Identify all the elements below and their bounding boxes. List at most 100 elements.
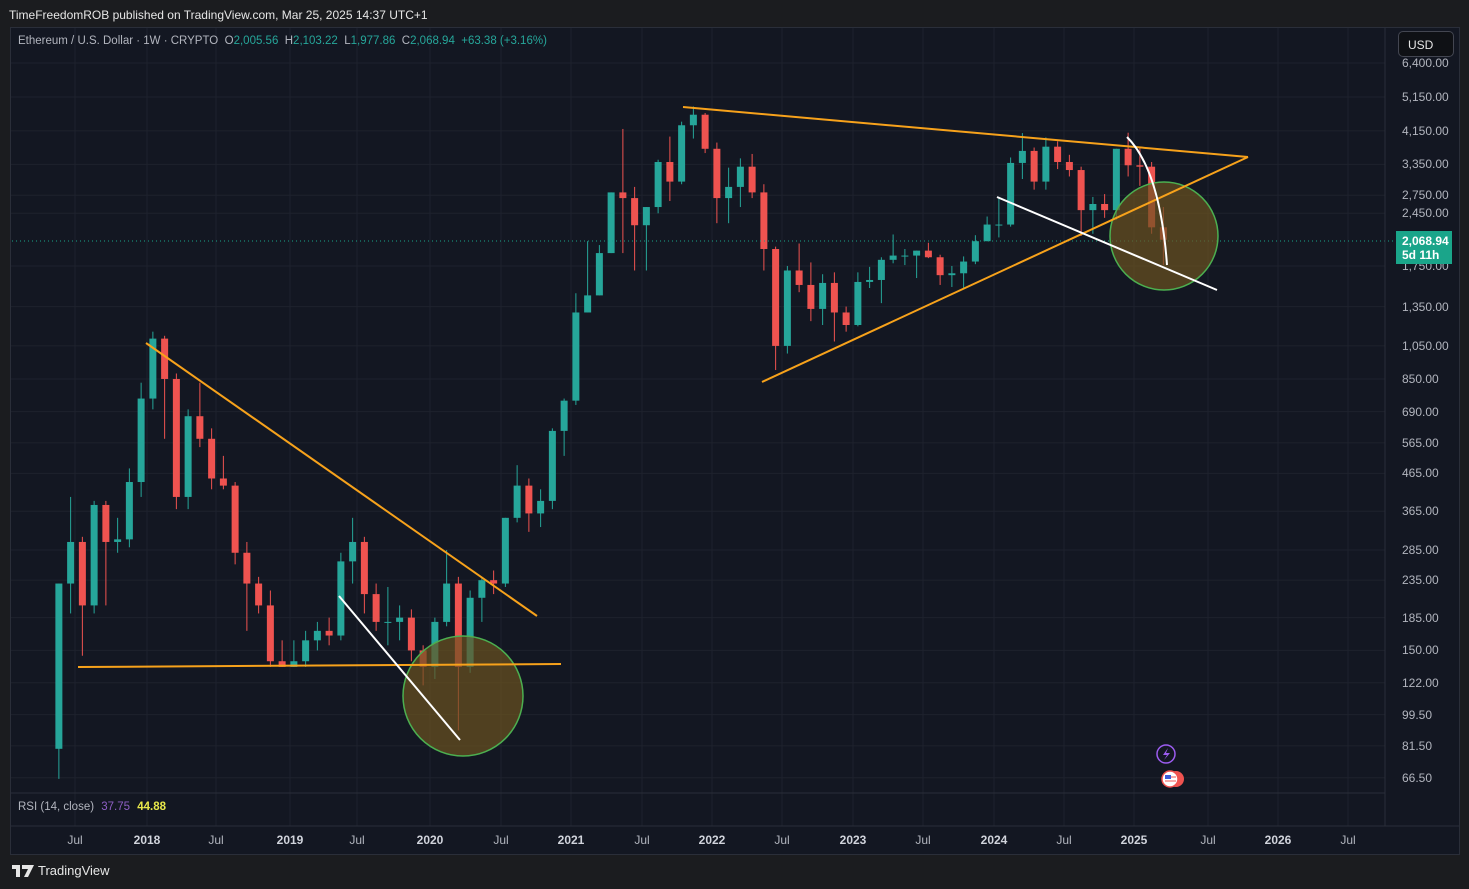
candle xyxy=(548,428,556,510)
tradingview-logo[interactable]: TradingView xyxy=(12,863,110,878)
candle xyxy=(736,158,744,208)
candle-body xyxy=(1054,146,1062,163)
candle-body xyxy=(372,594,380,622)
candle-body xyxy=(454,583,462,667)
candle xyxy=(161,335,169,439)
candle-body xyxy=(548,430,556,501)
price-tick-label: 850.00 xyxy=(1402,371,1439,386)
time-tick-label: 2026 xyxy=(1264,833,1292,847)
candle xyxy=(137,382,145,497)
candle-body xyxy=(266,605,274,662)
candle xyxy=(960,256,968,289)
candle xyxy=(396,605,404,641)
candle-body xyxy=(1030,150,1038,182)
candle-body xyxy=(313,630,321,641)
price-tick-label: 2,750.00 xyxy=(1402,188,1449,203)
currency-button[interactable]: USD xyxy=(1398,31,1454,57)
candle xyxy=(443,549,451,627)
price-tick-label: 6,400.00 xyxy=(1402,56,1449,71)
candle xyxy=(1007,157,1015,227)
close-label: C xyxy=(401,35,411,47)
time-tick-label: 2021 xyxy=(557,833,585,847)
publish-bar: TimeFreedomROB published on TradingView.… xyxy=(0,0,1469,27)
price-tick-label: 150.00 xyxy=(1402,643,1439,658)
chart-frame[interactable] xyxy=(10,27,1460,855)
time-tick-label: Jul xyxy=(1200,833,1216,847)
candle-body xyxy=(760,192,768,250)
candle xyxy=(125,468,133,548)
candle xyxy=(349,517,357,584)
candle xyxy=(725,167,733,224)
candle xyxy=(830,272,838,342)
candle xyxy=(713,142,721,224)
candle-body xyxy=(772,249,780,346)
candle xyxy=(631,186,639,271)
symbol-name[interactable]: Ethereum / U.S. Dollar · 1W · CRYPTO xyxy=(18,35,219,47)
candle-body xyxy=(125,482,133,540)
candle-body xyxy=(995,224,1003,226)
last-price-badge: 2,068.94 5d 11h xyxy=(1396,231,1452,264)
candle-body xyxy=(149,338,157,399)
candle xyxy=(971,235,979,265)
candle-body xyxy=(513,485,521,518)
candle-body xyxy=(396,617,404,622)
trendline-descending-2021 xyxy=(682,106,1249,158)
candle-body xyxy=(983,224,991,242)
low-value: 1,977.86 xyxy=(350,35,396,47)
candle-body xyxy=(501,517,509,584)
candle xyxy=(924,242,932,259)
candle-body xyxy=(137,398,145,483)
white-line-2019 xyxy=(338,595,461,741)
candle xyxy=(948,265,956,287)
candle xyxy=(172,373,180,510)
candle xyxy=(490,570,498,595)
candle-body xyxy=(948,273,956,276)
price-tick-label: 122.00 xyxy=(1402,675,1439,690)
candle xyxy=(842,306,850,332)
candle xyxy=(572,293,580,405)
trendline-descending-2018 xyxy=(145,342,538,617)
candle xyxy=(1065,154,1073,177)
candle-body xyxy=(407,617,415,651)
candle-body xyxy=(889,255,897,260)
candle-body xyxy=(255,583,263,606)
time-tick-label: Jul xyxy=(67,833,83,847)
price-tick-label: 5,150.00 xyxy=(1402,90,1449,105)
price-tick-label: 365.00 xyxy=(1402,504,1439,519)
symbol-legend: Ethereum / U.S. Dollar · 1W · CRYPTO O2,… xyxy=(18,35,547,47)
candle xyxy=(1018,133,1026,180)
price-tick-label: 81.50 xyxy=(1402,738,1433,753)
candle xyxy=(607,192,615,254)
candle-body xyxy=(866,279,874,282)
candle xyxy=(760,184,768,271)
tradingview-logo-icon xyxy=(12,864,34,877)
low-label: L xyxy=(344,35,351,47)
candle xyxy=(1124,132,1132,177)
candle xyxy=(1054,141,1062,170)
rsi-ma-value: 44.88 xyxy=(137,801,167,813)
rsi-label[interactable]: RSI (14, close) xyxy=(18,801,95,813)
candle-body xyxy=(748,166,756,193)
candle xyxy=(1101,194,1109,218)
candle-body xyxy=(1089,203,1097,211)
trendline-support-2018 xyxy=(77,663,562,668)
candle xyxy=(266,590,274,667)
candle-body xyxy=(196,416,204,439)
time-tick-label: 2025 xyxy=(1120,833,1148,847)
time-tick-label: Jul xyxy=(1340,833,1356,847)
candle xyxy=(595,245,603,296)
candle-body xyxy=(278,661,286,667)
candle xyxy=(384,586,392,646)
candle xyxy=(689,106,697,139)
candle xyxy=(208,428,216,490)
candle xyxy=(102,500,110,606)
price-tick-label: 2,450.00 xyxy=(1402,206,1449,221)
last-price: 2,068.94 xyxy=(1402,234,1449,248)
open-label: O xyxy=(224,35,234,47)
candle xyxy=(1089,196,1097,234)
high-label: H xyxy=(284,35,294,47)
candle-body xyxy=(619,192,627,199)
price-tick-label: 690.00 xyxy=(1402,404,1439,419)
time-tick-label: Jul xyxy=(774,833,790,847)
